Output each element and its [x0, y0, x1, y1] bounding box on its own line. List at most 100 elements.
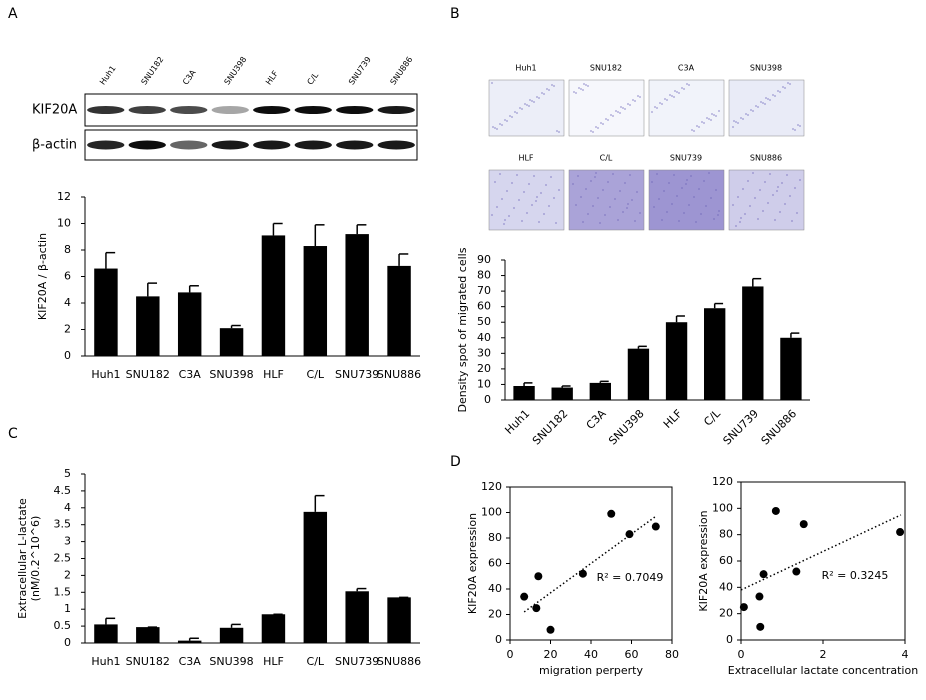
micrograph-cell: [528, 105, 530, 107]
micrograph-cell: [592, 131, 594, 133]
micrograph-cell: [516, 112, 518, 114]
y-axis-label: KIF20A expression: [697, 510, 710, 611]
point: [578, 569, 587, 578]
y-tick-label: 2: [64, 323, 71, 336]
x-tick-label: SNU886: [377, 368, 421, 381]
x-tick-label: SNU739: [335, 655, 379, 668]
y-tick-label: 120: [481, 480, 502, 493]
x-axis-label: migration perperty: [539, 664, 643, 677]
micrograph-cell: [718, 110, 720, 112]
blot-band: [128, 106, 166, 114]
micrograph-cell: [629, 174, 631, 176]
micrograph-cell: [769, 99, 771, 101]
y-tick-label: 10: [57, 217, 71, 230]
micrograph-cell: [553, 85, 555, 87]
point: [759, 570, 768, 579]
micrograph-cell: [583, 83, 585, 85]
micrograph-cell: [533, 101, 535, 103]
bar: [513, 386, 535, 400]
micrograph-cell: [742, 188, 744, 190]
micrograph-cell: [548, 205, 550, 207]
x-tick-label: SNU739: [721, 407, 761, 447]
micrograph-cell: [580, 88, 582, 90]
micrograph-cell: [683, 88, 685, 90]
micrograph-cell: [777, 186, 779, 188]
micrograph-cell: [686, 83, 688, 85]
bar: [261, 235, 286, 356]
y-tick-label: 0: [64, 349, 71, 362]
micrograph-cell: [688, 84, 690, 86]
bar: [136, 296, 160, 356]
bar: [345, 591, 369, 643]
y-tick-label: 100: [481, 506, 502, 519]
micrograph-cell: [732, 126, 734, 128]
micrograph-cell: [594, 176, 596, 178]
x-axis-label: Extracellular lactate concentration: [728, 664, 918, 677]
micrograph-cell: [750, 109, 752, 111]
bar: [704, 308, 726, 400]
y-tick-label: 10: [477, 377, 491, 390]
y-axis-label: Density spot of migrated cells: [456, 247, 469, 412]
micrograph-cell: [659, 102, 661, 104]
micrograph-cell: [506, 120, 508, 122]
y-axis-label: KIF20A expression: [466, 513, 479, 614]
blot-band: [377, 140, 415, 150]
x-tick-label: HLF: [661, 407, 685, 431]
blot-band: [294, 106, 332, 114]
micrograph-cell: [582, 221, 584, 223]
y-tick-label: 50: [477, 315, 491, 328]
micrograph-cell: [513, 207, 515, 209]
micrograph-cell: [685, 183, 687, 185]
micrograph-cell: [605, 118, 607, 120]
micrograph-cell: [494, 127, 496, 129]
micrograph-cell: [779, 91, 781, 93]
micrograph-cell: [782, 86, 784, 88]
y-tick-label: 60: [719, 554, 733, 567]
x-tick-label: 4: [902, 648, 909, 661]
micrograph-cell: [627, 103, 629, 105]
bar: [665, 322, 688, 400]
micrograph-cell: [587, 85, 589, 87]
bar: [94, 624, 118, 643]
micrograph-cell: [573, 91, 575, 93]
micrograph-cell: [619, 112, 621, 114]
y-tick-label: 120: [712, 475, 733, 488]
micrograph-label: HLF: [518, 154, 533, 163]
micrograph-cell: [658, 198, 660, 200]
micrograph-cell: [529, 99, 531, 101]
x-tick-label: 40: [584, 648, 598, 661]
micrograph-cell: [612, 115, 614, 117]
point: [739, 603, 748, 612]
micrograph-label: SNU739: [670, 154, 702, 163]
point: [607, 509, 616, 518]
micrograph-cell: [509, 115, 511, 117]
micrograph-cell: [786, 174, 788, 176]
micrograph-cell: [595, 172, 597, 174]
micrograph-cell: [799, 125, 801, 127]
micrograph-cell: [632, 99, 634, 101]
y-tick-label: 3.5: [54, 518, 72, 531]
y-tick-label: 40: [477, 331, 491, 344]
micrograph-cell: [511, 116, 513, 118]
micrograph-cell: [681, 187, 683, 189]
micrograph-cell: [609, 206, 611, 208]
micrograph-cell: [538, 97, 540, 99]
micrograph-cell: [666, 211, 668, 213]
annotation: R² = 0.7049: [597, 571, 664, 584]
micrograph-cell: [651, 181, 653, 183]
micrograph-cell: [587, 213, 589, 215]
micrograph-cell: [631, 199, 633, 201]
micrograph-cell: [661, 103, 663, 105]
micrograph-cell: [715, 189, 717, 191]
blot-band: [87, 140, 125, 150]
micrograph-cell: [538, 221, 540, 223]
micrograph-cell: [602, 189, 604, 191]
y-tick-label: 4.5: [54, 484, 72, 497]
micrograph-cell: [703, 180, 705, 182]
micrograph-cell: [526, 104, 528, 106]
blot-band: [211, 140, 249, 150]
micrograph-cell: [715, 115, 717, 117]
bar: [303, 246, 328, 356]
micrograph-cell: [556, 130, 558, 132]
lane-label: Huh1: [98, 64, 118, 87]
